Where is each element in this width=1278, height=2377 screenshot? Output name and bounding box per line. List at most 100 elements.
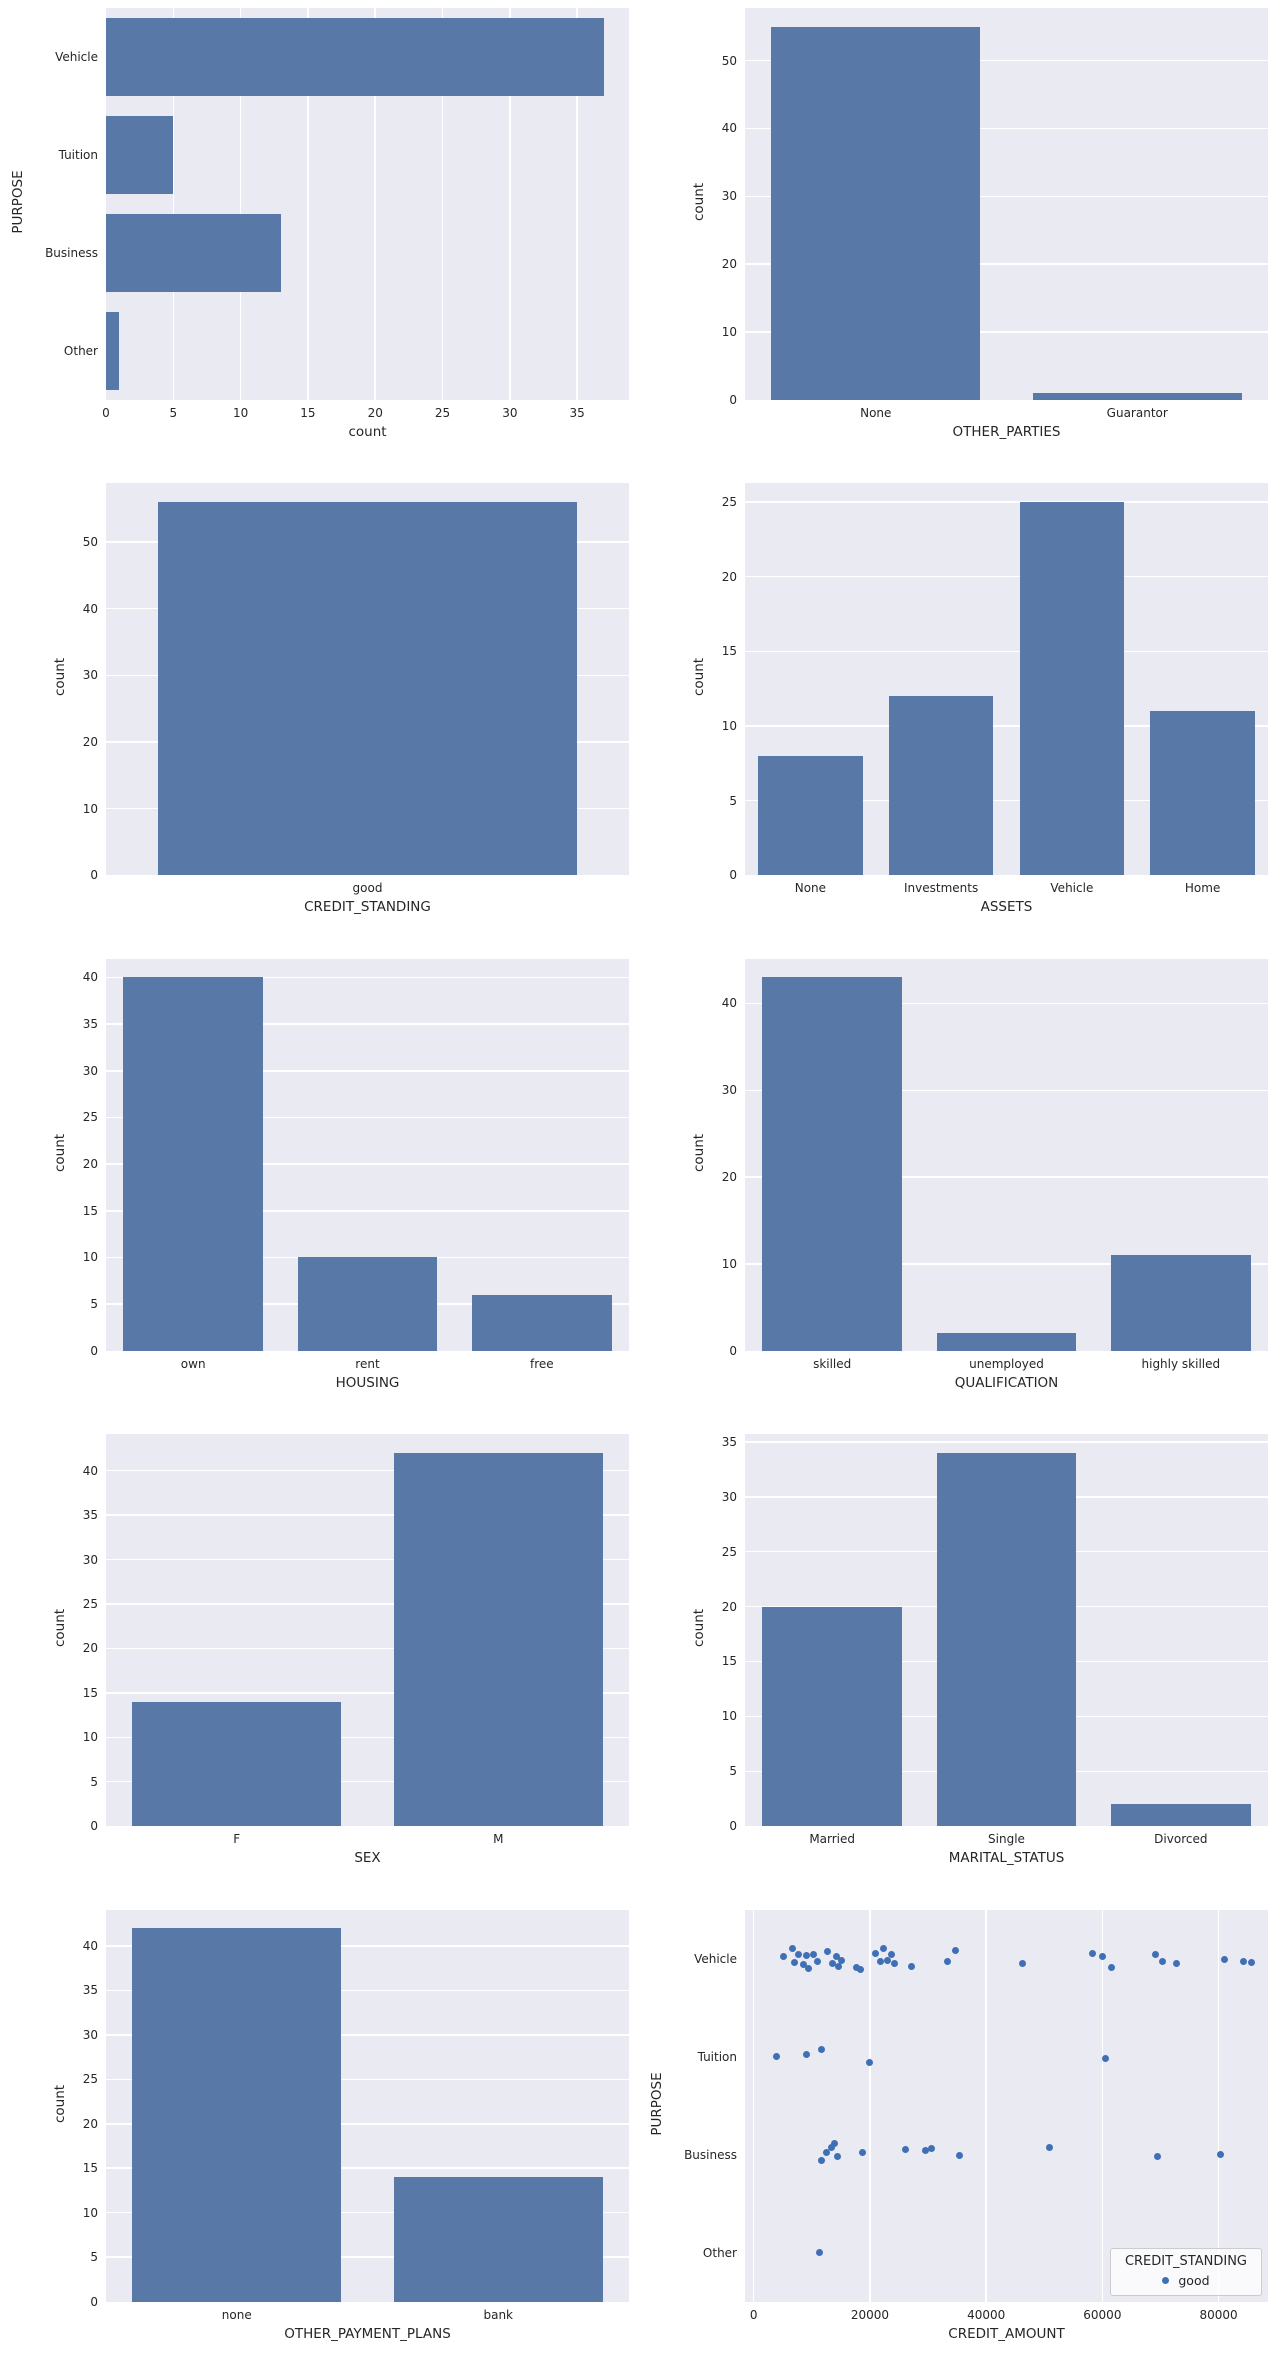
scatter-point (1107, 1963, 1115, 1971)
bar (106, 213, 281, 293)
scatter-point (810, 1951, 818, 1959)
grid-line (106, 1210, 629, 1212)
grid-line (106, 1603, 629, 1605)
y-tick-label: 40 (721, 121, 737, 136)
grid-line (106, 1514, 629, 1516)
scatter-point (813, 1958, 821, 1965)
scatter-point (802, 2051, 810, 2059)
x-tick-label: free (529, 1356, 554, 1371)
x-tick-label: 15 (300, 406, 316, 420)
bar (123, 977, 263, 1351)
bar (158, 502, 577, 876)
scatter-point (805, 1964, 813, 1972)
grid-line (172, 8, 175, 400)
x-tick-label: Vehicle (1050, 881, 1094, 896)
y-tick-label: 30 (82, 668, 98, 683)
scatter-point (816, 2249, 824, 2257)
scatter-point (908, 1962, 916, 1970)
y-tick-label: 0 (90, 2294, 98, 2309)
x-tick-label: good (352, 881, 383, 896)
x-tick-label: Single (988, 1832, 1025, 1847)
bar (888, 696, 994, 876)
x-axis-label: QUALIFICATION (954, 1374, 1059, 1391)
chart-assets: 0 5 10 15 20 25 None Investments Vehicle Home ASSE… (639, 475, 1278, 951)
chart-credit-amount-scatter: CREDIT_STANDING good 0 20000 40000 60000 80000… (639, 1901, 1278, 2377)
y-tick-label: 40 (82, 601, 98, 616)
y-tick-label: 25 (721, 495, 737, 510)
scatter-point (828, 1959, 836, 1967)
y-tick-label: 20 (721, 569, 737, 584)
grid-line (745, 1002, 1268, 1005)
chart-other-parties: 0 10 20 30 40 50 None Guarantor OTHER_PARTIES cou… (639, 0, 1278, 476)
scatter-point (884, 1957, 892, 1965)
grid-line (106, 1780, 629, 1783)
x-tick-label: 0 (102, 406, 110, 420)
scatter-point (1151, 1951, 1159, 1959)
scatter-point (818, 2156, 826, 2164)
y-tick-label: 5 (729, 1764, 737, 1779)
x-tick-label: 60000 (1083, 2307, 1122, 2322)
bar (106, 311, 120, 391)
scatter-point (871, 1950, 879, 1958)
scatter-point (944, 1958, 952, 1965)
scatter-point (790, 1958, 798, 1966)
x-axis-label: SEX (354, 1850, 381, 1867)
grid-line (106, 1558, 629, 1561)
x-tick-label: M (493, 1832, 504, 1847)
y-tick-label: Tuition (58, 148, 98, 162)
x-axis-label: HOUSING (335, 1374, 400, 1391)
bar (297, 1257, 438, 1351)
y-axis-label: count (52, 1609, 68, 1648)
grid-line (106, 1989, 629, 1992)
bar (1150, 711, 1255, 876)
scatter-point (817, 2046, 825, 2054)
grid-line (745, 195, 1268, 198)
y-tick-label: 20 (721, 1599, 737, 1614)
grid-line (576, 8, 578, 400)
legend-title: CREDIT_STANDING (1124, 2253, 1247, 2269)
grid-line (106, 1469, 629, 1472)
legend: CREDIT_STANDING good (1109, 2247, 1262, 2296)
grid-line (106, 1647, 629, 1650)
grid-line (106, 1163, 629, 1165)
y-tick-label: 15 (721, 1654, 737, 1669)
grid-line (106, 976, 629, 979)
bar (393, 2177, 603, 2302)
y-tick-label: 15 (82, 1685, 98, 1700)
y-tick-label: 25 (721, 1544, 737, 1559)
grid-line (106, 1736, 629, 1739)
scatter-point (876, 1958, 884, 1965)
grid-line (745, 799, 1268, 802)
grid-line (745, 575, 1268, 578)
grid-line (374, 8, 376, 400)
y-tick-label: 20 (82, 2116, 98, 2131)
y-tick-label: 10 (82, 1250, 98, 1265)
y-tick-label: 0 (90, 868, 98, 883)
grid-line (985, 1909, 987, 2302)
grid-line (745, 331, 1268, 333)
bar (762, 1606, 902, 1827)
grid-line (1101, 1909, 1104, 2302)
plot-area (106, 1434, 629, 1827)
y-tick-label: Business (45, 246, 98, 260)
y-axis-label: PURPOSE (649, 2071, 665, 2136)
scatter-point (1099, 1953, 1107, 1961)
y-tick-label: 0 (729, 868, 737, 883)
y-tick-label: 30 (721, 189, 737, 204)
grid-line (106, 1692, 629, 1694)
x-tick-label: 25 (434, 406, 451, 420)
y-tick-label: 25 (82, 1596, 98, 1611)
grid-line (106, 2256, 629, 2258)
plot-area (106, 483, 629, 876)
y-tick-label: 5 (90, 1774, 98, 1789)
plot-area (106, 958, 629, 1351)
grid-line (441, 8, 444, 400)
grid-line (745, 1089, 1268, 1092)
bar (936, 1452, 1077, 1827)
plot-area (745, 1434, 1268, 1827)
plot-area (745, 8, 1268, 400)
x-axis-label: ASSETS (980, 899, 1033, 916)
y-tick-label: 40 (82, 1463, 98, 1478)
chart-qualification: 0 10 20 30 40 skilled unemployed highly skilled… (639, 950, 1278, 1427)
